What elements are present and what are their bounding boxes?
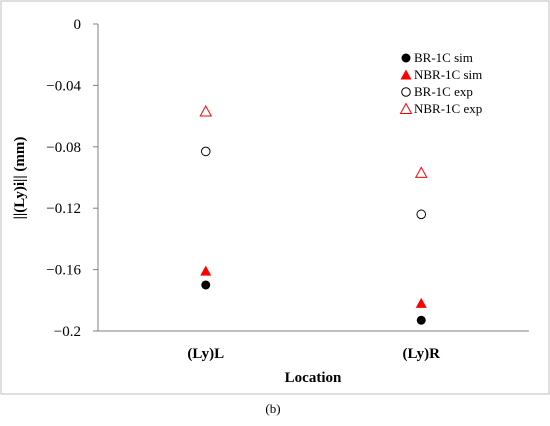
y-axis-title: ||(Ly)i|| (mm)	[12, 137, 28, 220]
legend-marker	[400, 69, 412, 80]
data-point	[416, 315, 426, 325]
legend-marker	[399, 102, 413, 114]
x-category-label: (Ly)R	[403, 346, 441, 362]
x-category-labels: (Ly)L (Ly)R	[187, 346, 440, 362]
figure-caption: (b)	[265, 401, 280, 416]
data-point	[201, 280, 211, 290]
legend-item: BR-1C sim	[401, 50, 473, 65]
data-point	[416, 209, 427, 220]
legend-item: BR-1C exp	[401, 84, 473, 99]
data-point	[200, 146, 211, 157]
y-tick-label: −0.2	[54, 324, 81, 340]
legend-label: BR-1C exp	[414, 84, 473, 99]
data-point	[414, 166, 428, 178]
data-point	[199, 104, 213, 117]
axes	[97, 24, 529, 332]
chart-frame	[0, 0, 550, 395]
y-tick-labels: 0 −0.04 −0.08 −0.12 −0.16 −0.2	[46, 17, 98, 340]
legend-marker	[401, 87, 411, 97]
legend-item: NBR-1C exp	[399, 101, 482, 116]
data-point	[415, 297, 427, 308]
x-axis-title: Location	[285, 370, 342, 386]
y-tick-label: −0.08	[46, 140, 81, 156]
legend-label: NBR-1C sim	[414, 67, 482, 82]
data-points	[199, 104, 428, 325]
legend-marker	[401, 53, 411, 63]
y-tick-label: 0	[74, 17, 82, 33]
data-point	[200, 265, 212, 276]
legend: BR-1C sim NBR-1C sim BR-1C exp NBR-1C exp	[399, 50, 482, 116]
y-tick-label: −0.16	[46, 263, 81, 279]
legend-label: BR-1C sim	[414, 50, 473, 65]
x-category-label: (Ly)L	[187, 346, 224, 362]
y-tick-label: −0.04	[46, 78, 81, 94]
legend-item: NBR-1C sim	[400, 67, 482, 82]
y-tick-label: −0.12	[46, 201, 81, 217]
legend-label: NBR-1C exp	[414, 101, 482, 116]
